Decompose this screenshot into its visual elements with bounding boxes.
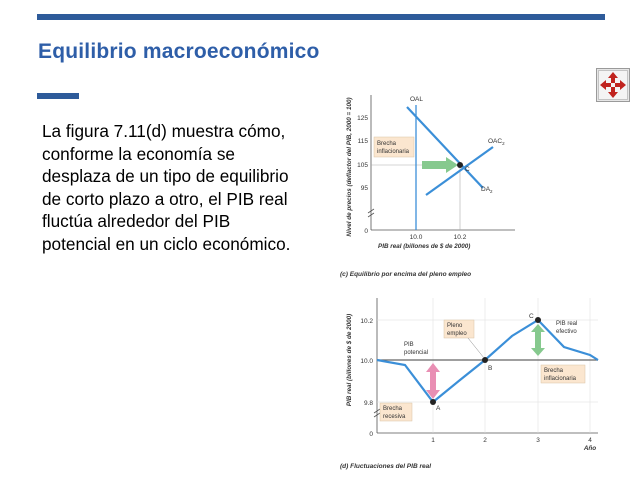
oac-curve [425,146,494,196]
top-accent-bar [37,14,605,20]
y-tick-label: 105 [357,162,368,169]
y-tick-label: 125 [357,115,368,122]
pib-real-efectivo-label: PIB real efectivo [556,321,577,335]
slide-title: Equilibrio macroeconómico [38,40,320,63]
svg-text:potencial: potencial [404,350,428,356]
y-tick-label: 10.0 [360,358,373,365]
inflationary-gap-arrow [531,324,545,356]
point-a-label: A [436,405,441,412]
y-tick-label: 115 [358,138,369,145]
svg-text:PIB: PIB [404,342,414,348]
svg-text:PIB real: PIB real [556,321,577,327]
x-tick-label: 2 [483,437,487,444]
x-tick-label: 10.2 [454,234,467,241]
svg-text:inflacionaria: inflacionaria [544,376,577,382]
four-way-arrows-icon [596,68,630,102]
pleno-empleo-label: Pleno empleo [443,319,475,339]
x-axis-label: Año [583,445,596,452]
title-underline-bar [37,93,79,99]
y-tick-label: 0 [364,228,368,235]
axis-break [367,208,375,218]
svg-text:inflacionaria: inflacionaria [377,149,410,155]
chart-caption: (d) Fluctuaciones del PIB real [340,463,431,470]
y-axis-label: PIB real (billones de $ de 2000) [346,314,353,406]
equilibrium-point-c [457,162,463,168]
brecha-recesiva-label: Brecha recesiva [379,402,413,422]
y-tick-label: 95 [361,185,369,192]
oac-label: OAC2 [488,138,505,146]
x-tick-label: 10.0 [410,234,423,241]
svg-text:Brecha: Brecha [544,368,564,374]
oal-label: OAL [410,96,423,103]
slide-body-text: La figura 7.11(d) muestra cómo, conforme… [42,121,291,254]
x-tick-label: 4 [588,437,592,444]
svg-text:Pleno: Pleno [447,323,463,329]
brecha-inflacionaria-label: Brecha inflacionaria [540,364,586,384]
svg-text:recesiva: recesiva [383,414,406,420]
svg-text:Brecha: Brecha [383,406,403,412]
navigation-button[interactable] [596,68,630,102]
x-tick-label: 3 [536,437,540,444]
point-c [535,317,541,323]
da-label: DA2 [481,186,493,194]
chart-caption: (c) Equilibrio por encima del pleno empl… [340,271,471,278]
point-a [430,399,436,405]
da-curve [406,106,484,189]
point-c-label: C [529,313,534,320]
pleno-empleo-pointer [467,337,485,359]
y-tick-label: 9.8 [364,400,373,407]
pib-potencial-label: PIB potencial [404,342,428,356]
y-axis-label: Nivel de precios (deflactor del PIB, 200… [346,97,353,236]
svg-text:Brecha: Brecha [377,141,397,147]
pib-real-efectivo-line [376,318,599,404]
point-b [482,357,488,363]
real-gdp-fluctuations-chart: PIB real (billones de $ de 2000) 10.2 10… [340,298,599,470]
x-axis-label: PIB real (billones de $ de 2000) [378,243,470,250]
axis-break [373,408,381,418]
price-level-chart: Nivel de precios (deflactor del PIB, 200… [340,95,515,278]
inflationary-gap-label: Brecha inflacionaria [373,136,415,158]
point-b-label: B [488,365,492,372]
y-tick-label: 0 [369,431,373,438]
recessionary-gap-arrow [426,363,440,399]
svg-text:efectivo: efectivo [556,329,577,335]
svg-text:empleo: empleo [447,331,467,337]
inflationary-gap-arrow [422,157,458,173]
y-tick-label: 10.2 [360,318,373,325]
x-tick-label: 1 [431,437,435,444]
point-c-label: C [465,166,470,173]
